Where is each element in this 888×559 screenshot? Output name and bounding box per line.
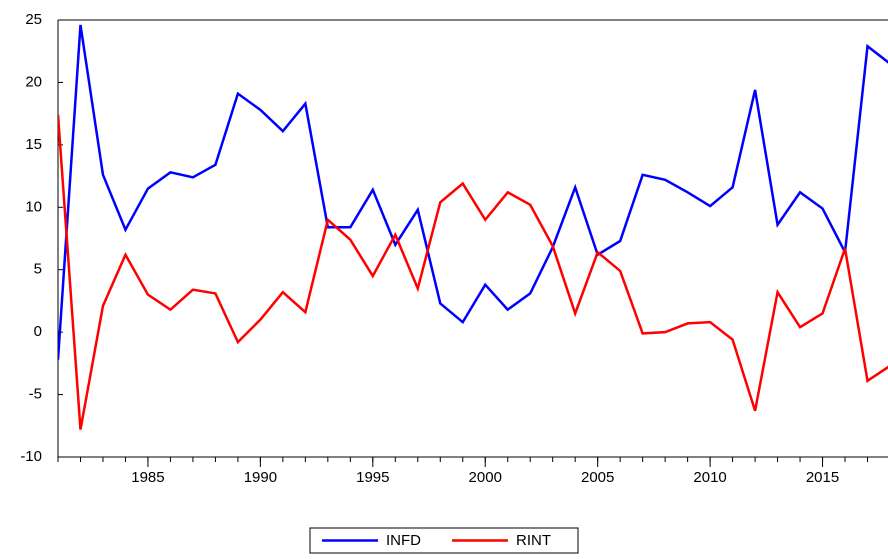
series-line <box>58 114 888 430</box>
y-tick-label: 10 <box>25 198 42 215</box>
y-tick-label: 0 <box>34 323 42 340</box>
series-line <box>58 24 888 360</box>
legend-label: RINT <box>516 532 551 549</box>
legend-label: INFD <box>386 532 421 549</box>
y-tick-label: -10 <box>20 448 42 465</box>
y-tick-label: 15 <box>25 136 42 153</box>
x-tick-label: 1990 <box>244 469 277 486</box>
y-tick-label: 5 <box>34 261 42 278</box>
x-tick-label: 2010 <box>693 469 726 486</box>
x-tick-label: 1995 <box>356 469 389 486</box>
x-tick-label: 2000 <box>469 469 502 486</box>
x-tick-label: 2005 <box>581 469 614 486</box>
x-tick-label: 1985 <box>131 469 164 486</box>
y-tick-label: -5 <box>29 386 42 403</box>
x-tick-label: 2015 <box>806 469 839 486</box>
y-tick-label: 25 <box>25 11 42 28</box>
y-tick-label: 20 <box>25 73 42 90</box>
